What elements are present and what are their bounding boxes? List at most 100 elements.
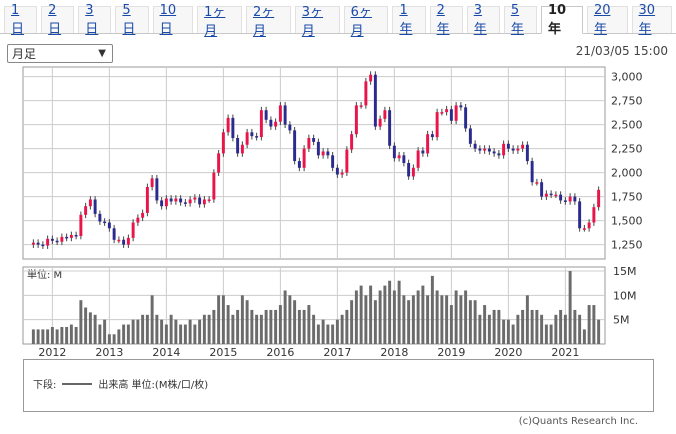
volume-bar xyxy=(416,290,420,344)
candle-body xyxy=(388,110,392,146)
candle-body xyxy=(255,136,259,138)
volume-bar xyxy=(164,324,168,344)
candle-body xyxy=(283,105,287,125)
candle-body xyxy=(369,74,373,82)
candle-body xyxy=(378,118,382,127)
volume-bar xyxy=(103,319,107,344)
tab-12[interactable]: 5年 xyxy=(503,3,537,37)
volume-bar xyxy=(84,307,88,344)
volume-bar xyxy=(350,300,354,344)
volume-bar xyxy=(388,280,392,344)
volume-bar xyxy=(369,285,373,344)
volume-bar xyxy=(587,305,591,344)
period-select[interactable]: 月足 ▼ xyxy=(7,44,113,63)
volume-bar xyxy=(535,309,539,344)
candle-body xyxy=(416,150,420,168)
candle-body xyxy=(31,242,35,245)
volume-bar xyxy=(540,314,544,344)
volume-bar xyxy=(79,300,83,344)
volume-bar xyxy=(454,290,458,344)
tab-4[interactable]: 10日 xyxy=(152,3,194,37)
volume-bar xyxy=(221,295,225,344)
volume-bar xyxy=(212,309,216,344)
tab-9[interactable]: 1年 xyxy=(392,3,426,37)
tab-14[interactable]: 20年 xyxy=(586,3,628,37)
volume-bar xyxy=(207,314,211,344)
candle-body xyxy=(297,161,301,168)
volume-bar xyxy=(269,309,273,344)
candle-body xyxy=(331,155,335,168)
period-tabs: 1日 2日 3日 5日 10日 1ヶ月 2ヶ月 3ヶ月 6ヶ月 1年 2年 3年 5年 10年 20年 30年 xyxy=(0,3,676,39)
volume-bar xyxy=(245,300,249,344)
candle-body xyxy=(164,198,168,207)
volume-bar xyxy=(255,314,259,344)
volume-bar xyxy=(217,295,221,344)
volume-bar xyxy=(93,314,97,344)
candle-body xyxy=(516,148,520,151)
candle-body xyxy=(264,110,268,120)
volume-bar xyxy=(464,290,468,344)
volume-bar xyxy=(392,290,396,344)
volume-bar xyxy=(373,300,377,344)
volume-bar xyxy=(250,309,254,344)
candle-body xyxy=(155,178,159,201)
price-y-tick-label: 3,000 xyxy=(611,71,643,84)
volume-bar xyxy=(297,309,301,344)
volume-bar xyxy=(516,314,520,344)
tab-2[interactable]: 3日 xyxy=(78,3,112,37)
volume-bar xyxy=(41,329,45,344)
chevron-down-icon: ▼ xyxy=(98,48,106,59)
tab-10[interactable]: 2年 xyxy=(429,3,463,37)
volume-bar xyxy=(554,314,558,344)
candle-body xyxy=(335,167,339,175)
volume-bar xyxy=(426,295,430,344)
candle-body xyxy=(88,199,92,207)
legend-volume-label: 出来高 単位:(M株/口/枚) xyxy=(98,380,209,391)
tab-0[interactable]: 1日 xyxy=(4,3,38,37)
tab-3[interactable]: 5日 xyxy=(115,3,149,37)
candle-body xyxy=(188,199,192,204)
candle-body xyxy=(321,151,325,156)
volume-bar xyxy=(198,319,202,344)
tab-5[interactable]: 1ヶ月 xyxy=(197,5,242,39)
tab-11[interactable]: 3年 xyxy=(466,3,500,37)
candle-body xyxy=(392,145,396,159)
tab-6[interactable]: 2ヶ月 xyxy=(245,5,291,39)
candle-body xyxy=(307,138,311,149)
volume-bar xyxy=(36,329,40,344)
candle-body xyxy=(364,81,368,106)
candle-body xyxy=(288,124,292,131)
volume-bar xyxy=(502,319,506,344)
candle-body xyxy=(36,242,40,245)
tab-15[interactable]: 30年 xyxy=(631,3,673,37)
candle-body xyxy=(302,148,306,168)
candle-body xyxy=(454,105,458,121)
tab-13[interactable]: 10年 xyxy=(541,3,583,37)
candle-body xyxy=(340,172,344,175)
volume-bar xyxy=(402,295,406,344)
candle-body xyxy=(84,206,88,215)
candle-body xyxy=(464,107,468,129)
copyright: (c)Quants Research Inc. xyxy=(518,416,638,427)
volume-bar xyxy=(88,312,92,344)
candle-body xyxy=(160,200,164,207)
tab-8[interactable]: 6ヶ月 xyxy=(343,5,389,39)
price-chart: 1,250 1,500 1,750 2,000 2,250 2,500 2,750 3,000 xyxy=(22,66,643,260)
volume-bar xyxy=(383,285,387,344)
candle-body xyxy=(278,105,282,122)
volume-bar xyxy=(259,314,263,344)
candle-body xyxy=(435,112,439,138)
volume-bar xyxy=(160,319,164,344)
volume-bar xyxy=(354,290,358,344)
candle-body xyxy=(511,148,515,151)
volume-bar xyxy=(473,300,477,344)
tab-7[interactable]: 3ヶ月 xyxy=(294,5,340,39)
volume-bar xyxy=(302,309,306,344)
legend: 下段: 出来高 単位:(M株/口/枚) xyxy=(33,376,208,391)
candle-body xyxy=(587,222,591,229)
volume-bar xyxy=(468,300,472,344)
timestamp: 21/03/05 15:00 xyxy=(575,44,668,58)
tab-1[interactable]: 2日 xyxy=(41,3,75,37)
volume-bar xyxy=(321,319,325,344)
candle-body xyxy=(236,138,240,154)
